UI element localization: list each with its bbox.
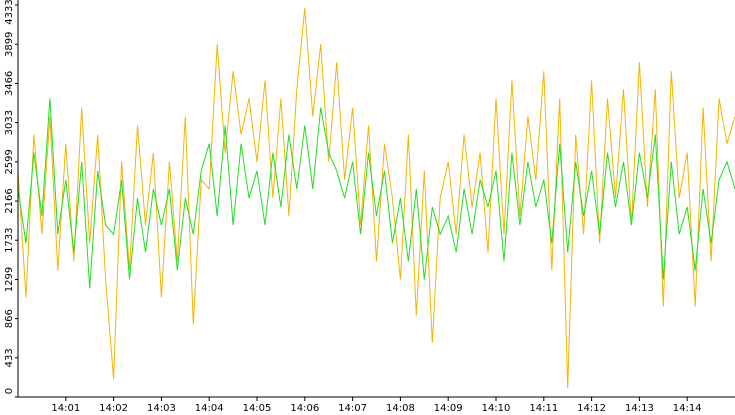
x-tick-label: 14:11 [529, 403, 558, 414]
y-tick-label: 3033 [4, 110, 15, 135]
y-tick-label: 1733 [4, 227, 15, 252]
y-tick-label: 2599 [4, 149, 15, 174]
y-tick-label: 4333 [4, 0, 15, 25]
y-tick-label: 866 [4, 309, 15, 328]
x-tick-label: 14:14 [673, 403, 702, 414]
y-tick-label: 3899 [4, 32, 15, 57]
y-tick-label: 0 [4, 388, 15, 394]
x-tick-label: 14:01 [51, 403, 80, 414]
x-tick-label: 14:05 [243, 403, 272, 414]
y-tick-label: 1299 [4, 267, 15, 292]
data-line [17, 98, 735, 289]
y-tick-label: 3466 [4, 71, 15, 96]
x-tick-label: 14:04 [195, 403, 224, 414]
x-tick-label: 14:06 [290, 403, 319, 414]
x-tick-label: 14:08 [386, 403, 415, 414]
y-tick-label: 2166 [4, 188, 15, 213]
x-tick-label: 14:09 [434, 403, 463, 414]
x-tick-label: 14:02 [99, 403, 128, 414]
x-tick-label: 14:12 [577, 403, 606, 414]
y-tick-label: 433 [4, 348, 15, 367]
x-tick-label: 14:07 [338, 403, 367, 414]
x-tick-label: 14:13 [625, 403, 654, 414]
x-tick-label: 14:03 [147, 403, 176, 414]
data-line [17, 7, 735, 389]
x-tick-label: 14:10 [482, 403, 511, 414]
